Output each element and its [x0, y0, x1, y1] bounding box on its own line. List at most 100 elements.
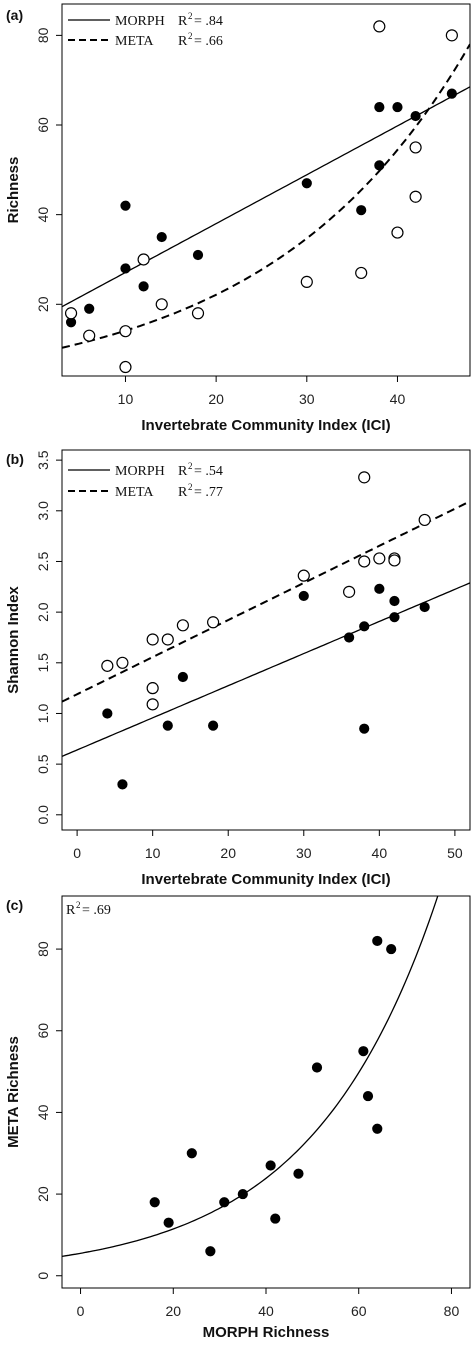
- panel-b-legend: MORPH R 2 = .54 META R 2 = .77: [68, 461, 223, 500]
- panel-a-x-tick-label: 20: [208, 391, 224, 407]
- panel-a-morph-point: [120, 200, 131, 211]
- legend-morph-r2-sup: 2: [188, 461, 193, 471]
- panel-c-marks: 0 20 40 60 80 0 20 40 60 80: [35, 896, 460, 1319]
- panel-a-meta-point: [409, 141, 422, 154]
- panel-a-meta-point: [83, 329, 96, 342]
- panel-a-meta-point: [119, 360, 132, 374]
- panel-c-r2-label: R: [66, 903, 76, 918]
- panel-a-morph-point: [84, 303, 95, 314]
- panel-c-series-point: [311, 1062, 323, 1073]
- panel-c-series-fit-line: [62, 896, 439, 1258]
- panel-a-x-tick-label: 30: [299, 391, 315, 407]
- panel-a-marks: 10 20 30 40 20 40 60 80: [35, 20, 470, 407]
- panel-b-x-tick-label: 30: [296, 845, 312, 861]
- legend-meta-r2-label: R: [178, 34, 188, 49]
- panel-b-y-tick-label: 3.0: [35, 501, 51, 521]
- panel-c-label: (c): [6, 897, 23, 913]
- panel-c: (c) 0 20 40 60 80 0 20 40 60 80 R 2 = .69 MORPH R…: [5, 895, 471, 1341]
- panel-b-morph-point: [177, 671, 188, 683]
- panel-c-y-axis-title: META Richness: [5, 1036, 22, 1148]
- panel-b-morph-point: [298, 590, 309, 602]
- legend-meta-name: META: [115, 485, 154, 500]
- panel-b-morph-point: [117, 779, 128, 790]
- panel-c-y-tick-label: 60: [35, 1023, 51, 1039]
- panel-b-x-tick-label: 0: [73, 845, 81, 861]
- legend-meta-r2-sup: 2: [188, 31, 193, 41]
- panel-c-series-point: [293, 1168, 304, 1179]
- panel-c-fit-lines: [62, 896, 439, 1258]
- panel-a-meta-point: [155, 298, 168, 311]
- panel-b-meta-point: [146, 698, 159, 711]
- panel-a-meta-point: [373, 20, 386, 33]
- panel-c-series-point: [237, 1188, 248, 1200]
- panel-a-meta-point: [191, 307, 205, 320]
- panel-b-y-tick-label: 1.5: [35, 653, 51, 673]
- panel-c-series-point: [372, 935, 383, 947]
- panel-a-meta-point: [355, 266, 368, 280]
- panel-b-x-tick-label: 50: [447, 845, 463, 861]
- legend-meta-name: META: [115, 34, 154, 49]
- panel-a-morph-point: [374, 101, 385, 113]
- panel-b-meta-point: [207, 616, 220, 629]
- panel-b-meta-point: [101, 659, 114, 672]
- panel-a-morph-point: [120, 263, 131, 274]
- panel-a-y-tick-label: 20: [35, 296, 51, 312]
- panel-b-morph-point: [374, 583, 385, 594]
- panel-a-morph-fit-line: [62, 86, 470, 308]
- panel-c-series-point: [358, 1046, 369, 1057]
- panel-b-y-tick-label: 1.0: [35, 704, 51, 724]
- panel-c-series-point: [186, 1148, 197, 1159]
- panel-c-series-point: [270, 1213, 281, 1224]
- panel-a-morph-point: [446, 88, 457, 99]
- panel-b-y-tick-label: 0.0: [35, 805, 51, 825]
- panel-b-morph-point: [359, 723, 370, 734]
- panel-b-meta-point: [343, 585, 356, 598]
- panel-c-x-tick-label: 40: [258, 1303, 274, 1319]
- legend-meta-r2-label: R: [178, 485, 188, 500]
- panel-c-x-tick-label: 0: [77, 1303, 85, 1319]
- panel-a-y-tick-label: 60: [35, 117, 51, 133]
- panel-a-morph-point: [374, 160, 385, 171]
- panel-b-label: (b): [6, 451, 24, 467]
- panel-a-morph-point: [392, 101, 403, 113]
- panel-a-morph-point: [410, 110, 421, 122]
- panel-c-x-tick-label: 80: [444, 1303, 460, 1319]
- panel-b-y-tick-label: 3.5: [35, 450, 51, 470]
- panel-b-morph-point: [102, 708, 113, 719]
- panel-b-y-tick-label: 0.5: [35, 754, 51, 774]
- panel-c-y-tick-label: 80: [35, 941, 51, 957]
- panel-a-meta-point: [409, 190, 422, 203]
- panel-b-morph-point: [162, 720, 173, 731]
- panel-c-r2-sup: 2: [76, 900, 81, 910]
- panel-c-y-tick-label: 20: [35, 1186, 51, 1202]
- legend-morph-name: MORPH: [115, 14, 165, 29]
- panel-a-meta-point: [64, 307, 78, 320]
- panel-a-meta-point: [119, 325, 132, 338]
- panel-a-x-axis-title: Invertebrate Community Index (ICI): [141, 417, 390, 434]
- panel-c-series-point: [362, 1090, 374, 1102]
- panel-c-y-tick-label: 40: [35, 1104, 51, 1120]
- panel-b-meta-point: [373, 552, 386, 565]
- panel-b-plot-frame: [61, 449, 471, 831]
- panel-b-morph-fit-line: [62, 582, 470, 757]
- panel-b-y-axis-title: Shannon Index: [5, 586, 22, 694]
- panel-b-meta-point: [358, 555, 371, 568]
- panel-b-x-tick-label: 40: [372, 845, 388, 861]
- panel-c-y-tick-label: 0: [35, 1272, 51, 1280]
- panel-a-meta-point: [445, 29, 458, 42]
- panel-b-meta-point: [116, 656, 129, 669]
- panel-b-morph-point: [389, 612, 400, 623]
- panel-b-fit-lines: [62, 500, 470, 757]
- panel-c-series-point: [386, 943, 397, 955]
- panel-b-morph-point: [389, 595, 400, 607]
- panel-b-y-tick-label: 2.5: [35, 552, 51, 572]
- panel-b-x-tick-label: 20: [220, 845, 236, 861]
- panel-b-marks: 0 10 20 30 40 50 0.0 0.5 1.0 1.5 2.0 2.5 3.0 3.5: [35, 450, 470, 861]
- panel-a-morph-point: [301, 178, 312, 189]
- legend-morph-r2-value: = .54: [194, 464, 223, 479]
- panel-a-label: (a): [6, 7, 23, 23]
- panel-b-meta-point: [161, 633, 174, 646]
- panel-a-morph-point: [156, 231, 167, 243]
- panel-b-meta-point: [418, 513, 431, 527]
- panel-b-meta-point: [146, 682, 159, 695]
